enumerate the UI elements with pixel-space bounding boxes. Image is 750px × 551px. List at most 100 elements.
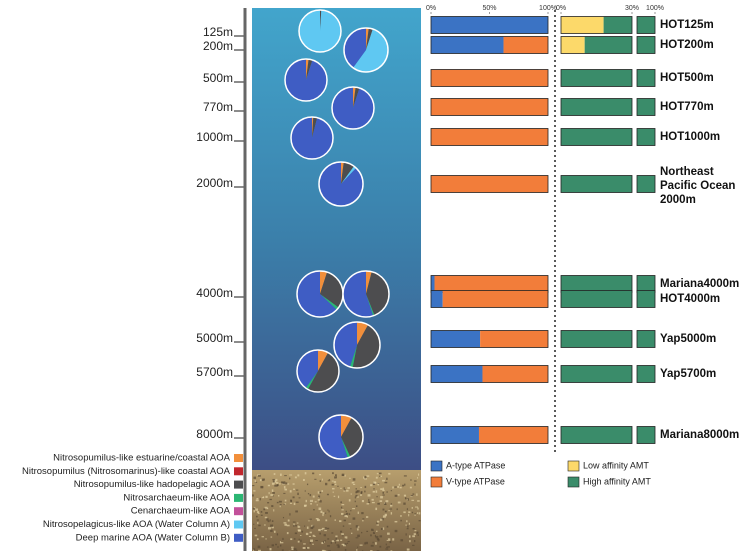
sediment-grain <box>417 534 419 536</box>
sediment-grain <box>385 548 389 550</box>
sediment-grain <box>289 474 293 476</box>
sediment-grain <box>322 513 324 517</box>
sediment-grain <box>254 506 256 509</box>
sediment-grain <box>273 480 277 483</box>
sediment-grain <box>293 523 295 526</box>
x-tick-label: 100% <box>646 5 664 12</box>
bar-outline <box>636 175 656 193</box>
sediment-grain <box>342 533 344 536</box>
sediment-grain <box>332 491 334 493</box>
sediment-grain <box>260 486 264 488</box>
bar-outline <box>430 36 549 54</box>
x-tick-label: 100% <box>539 5 557 12</box>
sediment-grain <box>333 481 337 483</box>
legend-label: Nitrosopumilus (Nitrosomarinus)-like coa… <box>22 466 231 477</box>
sediment-grain <box>390 503 393 505</box>
pie-slice <box>349 345 357 368</box>
sediment-grain <box>394 494 398 497</box>
sediment-grain <box>382 527 385 530</box>
sediment-grain <box>341 533 343 535</box>
sediment-grain <box>410 479 412 481</box>
bar <box>431 330 481 348</box>
sediment-grain <box>337 485 339 487</box>
bar-outline <box>560 330 633 348</box>
sediment-grain <box>340 501 342 504</box>
pie-slice <box>341 166 357 184</box>
sediment-grain <box>356 496 359 498</box>
sediment-grain <box>372 490 375 493</box>
sediment-grain <box>400 539 404 542</box>
sediment-grain <box>276 484 279 486</box>
bar-outline <box>430 290 549 308</box>
sediment-grain <box>397 494 400 496</box>
sediment-grain <box>340 530 343 533</box>
sediment-grain <box>342 534 344 537</box>
sediment-grain <box>252 549 255 551</box>
sediment-grain <box>346 515 348 518</box>
sediment-grain <box>361 500 365 503</box>
sediment-grain <box>333 495 336 497</box>
bar-outline <box>430 128 549 146</box>
sediment-grain <box>293 538 296 540</box>
sediment-grain <box>345 512 349 515</box>
sediment-grain <box>297 492 299 496</box>
sediment-grain <box>266 546 269 548</box>
sediment-grain <box>293 502 296 506</box>
sediment-grain <box>407 525 409 528</box>
legend-label: Nitrosopelagicus-like AOA (Water Column … <box>43 519 230 530</box>
legend-swatch <box>234 467 243 476</box>
sediment-grain <box>328 479 331 481</box>
sediment-grain <box>253 510 255 513</box>
depth-label: 770m <box>203 100 233 114</box>
sediment-grain <box>268 492 270 495</box>
sediment-grain <box>405 497 407 500</box>
sediment-grain <box>304 472 307 475</box>
pie-slice <box>366 28 373 50</box>
sediment-grain <box>399 486 402 489</box>
sediment-grain <box>408 522 411 525</box>
sediment-grain <box>406 520 408 523</box>
bar <box>561 16 604 34</box>
sediment-grain <box>372 541 374 544</box>
sediment-grain <box>387 532 390 535</box>
sediment-grain <box>355 505 358 508</box>
sediment-grain <box>303 505 307 507</box>
sediment-grain <box>403 494 407 497</box>
sediment-grain <box>375 507 378 511</box>
sediment-grain <box>343 544 347 547</box>
sediment-grain <box>287 519 290 522</box>
pie-slice <box>341 417 363 457</box>
sediment-grain <box>357 528 359 531</box>
sediment-grain <box>414 514 416 516</box>
sediment-grain <box>413 533 416 535</box>
sediment-grain <box>417 507 419 510</box>
sediment-grain <box>411 499 415 501</box>
sediment-grain <box>306 483 309 486</box>
sediment-grain <box>328 510 330 513</box>
depth-label: 125m <box>203 25 233 39</box>
sediment-grain <box>253 490 256 492</box>
legend-label: High affinity AMT <box>583 476 651 486</box>
sediment-grain <box>384 502 387 505</box>
sediment-grain <box>348 499 351 502</box>
sediment-grain <box>284 503 287 505</box>
pie-slice <box>320 272 344 308</box>
sediment-grain <box>334 519 336 521</box>
sediment-grain <box>370 544 374 547</box>
bar-outline <box>636 128 656 146</box>
sediment-grain <box>375 490 378 493</box>
sediment-grain <box>377 502 380 505</box>
pie-outline <box>298 9 342 53</box>
sediment-grain <box>376 524 379 526</box>
sediment-grain <box>392 538 395 541</box>
legend-swatch <box>234 533 243 542</box>
bar <box>431 16 548 34</box>
sediment-grain <box>295 489 299 491</box>
legend-label: A-type ATPase <box>446 460 505 470</box>
depth-label: 5000m <box>196 331 233 345</box>
sediment-grain <box>284 499 287 502</box>
sediment-grain <box>379 535 383 538</box>
sediment-grain <box>370 534 372 537</box>
depth-label: 200m <box>203 39 233 53</box>
sediment-grain <box>259 497 261 501</box>
